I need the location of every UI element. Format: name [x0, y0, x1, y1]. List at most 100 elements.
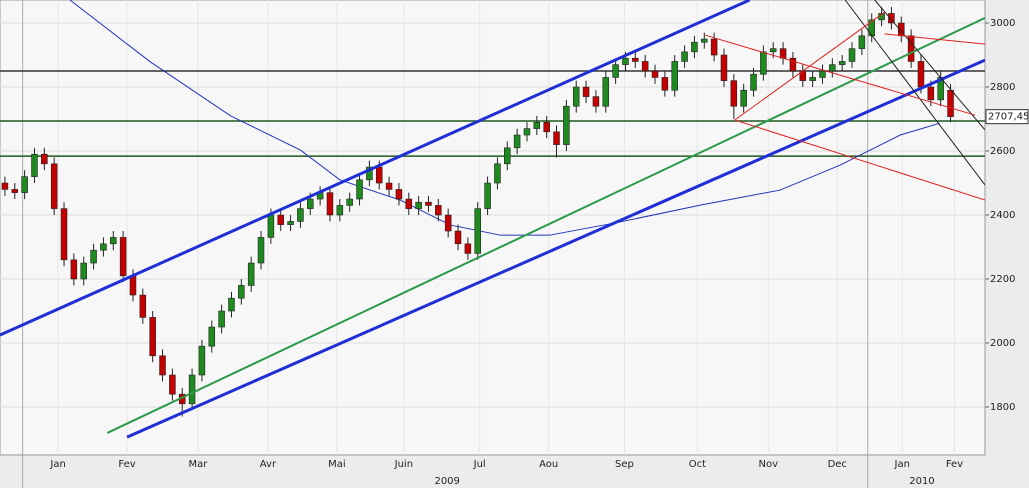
- year-label: 2009: [434, 476, 459, 487]
- candle-body: [188, 374, 196, 405]
- candle-body: [159, 355, 166, 376]
- candle-body: [425, 201, 432, 206]
- axes: 1800 2000 2200 2400 2600 2800 3000 Jan Fev Mar Avr…: [22, 18, 1029, 488]
- candle-body: [533, 121, 541, 129]
- candle-body: [602, 77, 610, 107]
- candle-body: [760, 51, 767, 75]
- moving-average: [69, 0, 940, 236]
- candle-body: [947, 89, 954, 117]
- candle-body: [769, 48, 777, 53]
- y-tick-label: 2600: [990, 146, 1015, 157]
- candle-body: [513, 134, 521, 149]
- candle-body: [681, 51, 688, 62]
- candle-body: [129, 275, 137, 296]
- candle-body: [691, 41, 698, 53]
- candle-body: [917, 61, 925, 88]
- candle-body: [41, 153, 48, 165]
- y-tick-label: 2800: [990, 82, 1015, 93]
- candle-body: [267, 214, 275, 238]
- candle-body: [1, 182, 9, 190]
- candle-body: [730, 80, 738, 107]
- candle-body: [888, 13, 895, 24]
- candle-body: [927, 86, 935, 101]
- candle-body: [198, 345, 206, 376]
- candle-body: [740, 89, 747, 107]
- candle-body: [474, 208, 481, 254]
- candle-body: [366, 166, 373, 181]
- candle-body: [444, 214, 452, 232]
- x-tick-label: Jan: [894, 459, 910, 470]
- candle-body: [494, 163, 501, 184]
- candle-body: [119, 237, 127, 277]
- y-tick-label: 2200: [990, 274, 1015, 285]
- plot: [0, 0, 985, 455]
- candle-body: [632, 57, 639, 62]
- candle-body: [572, 86, 580, 107]
- y-tick-label: 2400: [990, 210, 1015, 221]
- candle-body: [612, 64, 619, 78]
- year-label: 2010: [909, 476, 934, 487]
- trendline: [874, 0, 985, 131]
- candle-body: [110, 237, 117, 245]
- candle-body: [149, 317, 156, 357]
- x-tick-label: Nov: [759, 459, 779, 470]
- candle-body: [454, 230, 462, 245]
- candle-body: [11, 189, 19, 193]
- x-tick-label: Mai: [328, 459, 346, 470]
- candle-body: [464, 243, 472, 254]
- x-tick-label: Jul: [473, 459, 486, 470]
- candle-body: [169, 374, 176, 395]
- candle-body: [789, 57, 797, 72]
- x-tick-label: Aou: [539, 459, 558, 470]
- trendline: [884, 33, 985, 45]
- candle-body: [592, 96, 600, 107]
- candle-body: [848, 48, 856, 62]
- candle-body: [100, 243, 107, 251]
- candle-body: [326, 192, 334, 216]
- candle-body: [307, 198, 314, 209]
- candle-body: [809, 77, 816, 81]
- candle-body: [651, 70, 659, 78]
- y-tick-label: 3000: [990, 18, 1015, 29]
- candle-body: [336, 205, 344, 216]
- candle-body: [228, 297, 235, 312]
- candle-body: [907, 35, 915, 62]
- candle-body: [277, 214, 284, 225]
- candle-body: [553, 131, 560, 145]
- trendline: [0, 0, 751, 337]
- candle-body: [543, 121, 550, 133]
- candle-body: [641, 61, 649, 72]
- candle-body: [50, 163, 58, 209]
- y-tick-label: 2000: [990, 338, 1015, 349]
- candle-body: [21, 176, 28, 193]
- x-tick-label: Oct: [689, 459, 706, 470]
- candle-body: [435, 205, 442, 216]
- candle-body: [356, 179, 363, 200]
- candle-body: [710, 38, 718, 56]
- candle-body: [395, 189, 403, 200]
- candle-body: [80, 262, 87, 280]
- last-price-box: [985, 109, 1029, 125]
- trendline: [126, 58, 985, 439]
- x-tick-label: Mar: [189, 459, 209, 470]
- candle-body: [829, 64, 836, 72]
- candle-body: [405, 198, 413, 209]
- candle-body: [750, 73, 757, 91]
- trendline: [705, 34, 976, 116]
- candle-body: [563, 105, 570, 145]
- candle-body: [671, 61, 678, 91]
- candle-body: [208, 326, 216, 347]
- x-tick-label: Fev: [118, 459, 135, 470]
- candle-body: [238, 285, 245, 299]
- candle-body: [582, 86, 590, 97]
- candle-body: [375, 166, 383, 184]
- candle-body: [701, 38, 708, 43]
- x-tick-label: Jan: [49, 459, 65, 470]
- candle-body: [484, 182, 491, 209]
- last-price-label: 2707,45: [988, 112, 1029, 123]
- candle-body: [346, 198, 353, 206]
- candle-body: [218, 310, 225, 328]
- trendline: [844, 0, 985, 186]
